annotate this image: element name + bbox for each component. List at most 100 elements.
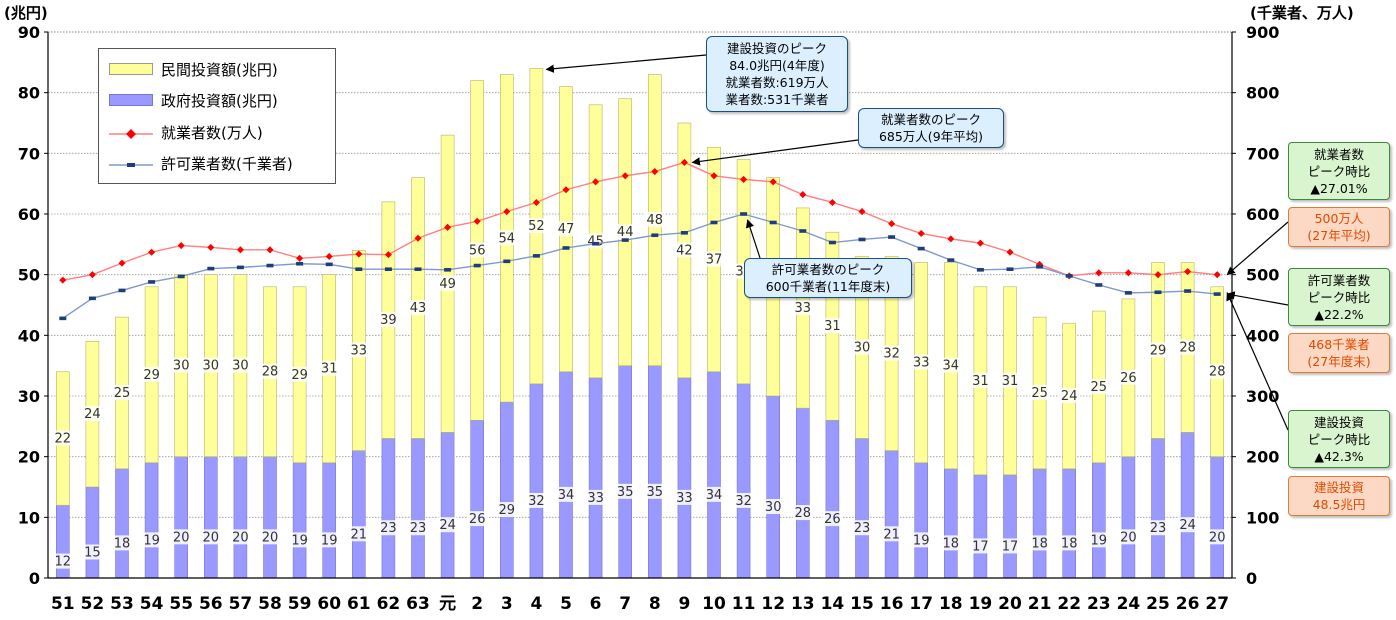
point-contractors: [592, 241, 600, 246]
point-workers: [207, 243, 215, 251]
bar-label-private: 52: [528, 219, 545, 234]
bar-label-bg: [970, 372, 991, 388]
point-contractors: [1213, 292, 1221, 296]
point-contractors: [710, 220, 718, 225]
callout-peak-contractors-line-2: 600千業者(11年度末): [765, 279, 891, 294]
point-workers: [888, 220, 896, 228]
point-workers: [1124, 269, 1132, 277]
point-workers: [414, 234, 422, 242]
bar-government: [795, 407, 810, 579]
bar-label-bg: [378, 520, 399, 536]
bar-label-private: 31: [321, 362, 338, 377]
x-tick-label: 54: [140, 594, 164, 614]
y-left-tick-label: 50: [18, 266, 40, 285]
bar-label-private: 32: [883, 347, 900, 362]
point-contractors: [444, 268, 452, 272]
bar-label-bg: [437, 275, 458, 291]
point-workers: [1213, 271, 1221, 279]
point-contractors: [680, 231, 688, 235]
bar-label-bg: [1000, 372, 1020, 388]
bar-label-bg: [112, 384, 132, 400]
bar-label-bg: [1059, 388, 1080, 403]
investment-ratio-line-3: ▲42.3%: [1314, 448, 1364, 464]
workers-value-box: 500万人 (27年平均): [1288, 207, 1390, 247]
bar-label-bg: [1000, 538, 1020, 554]
bar-label-private: 43: [410, 301, 427, 316]
bar-label-bg: [911, 532, 932, 548]
bar-label-bg: [911, 354, 932, 370]
point-contractors: [207, 266, 215, 271]
y-right-tick-label: 300: [1246, 387, 1279, 406]
bar-label-private: 28: [1209, 365, 1226, 380]
bar-government: [1003, 474, 1017, 579]
bar-label-bg: [852, 339, 872, 355]
point-contractors: [976, 268, 984, 272]
y-left-tick-label: 30: [18, 387, 40, 406]
bar-label-government: 20: [232, 530, 249, 545]
y-right-tick-label: 0: [1246, 569, 1257, 588]
bar-label-government: 17: [972, 539, 989, 554]
bar-government: [559, 371, 573, 579]
contractors-ratio-line-3: ▲22.2%: [1314, 306, 1364, 322]
bar-label-bg: [822, 318, 843, 334]
bar-label-government: 30: [765, 500, 782, 515]
point-contractors: [473, 263, 481, 268]
point-workers: [976, 239, 984, 247]
left-axis-unit: (兆円): [4, 4, 48, 22]
callout-peak-workers-line-2: 685万人(9年平均): [878, 129, 984, 144]
bar-label-government: 24: [1179, 518, 1196, 533]
bar-label-government: 18: [114, 536, 131, 551]
bar-label-government: 12: [55, 555, 72, 570]
bar-label-bg: [260, 363, 280, 379]
x-tick-label: 59: [288, 594, 312, 614]
bar-label-bg: [230, 357, 251, 373]
bar-label-bg: [112, 535, 132, 551]
workers-ratio-line-3: ▲27.01%: [1310, 180, 1368, 196]
bar-label-bg: [82, 544, 103, 560]
bar-label-private: 25: [1091, 380, 1108, 395]
point-workers: [177, 242, 185, 250]
bar-government: [115, 468, 129, 579]
point-contractors: [266, 263, 274, 268]
point-workers: [1095, 269, 1103, 277]
point-workers: [621, 172, 629, 180]
callout-peak-investment-line-3: 就業者数:619万人: [725, 75, 829, 90]
bar-label-bg: [704, 251, 724, 267]
point-workers: [740, 175, 748, 183]
legend-swatch-contractors: [109, 157, 153, 169]
bar-government: [381, 438, 396, 579]
point-contractors: [88, 296, 96, 301]
x-tick-label: 26: [1176, 594, 1200, 614]
bar-government: [1210, 456, 1224, 579]
x-tick-label: 27: [1205, 594, 1229, 614]
bar-label-bg: [881, 526, 902, 542]
x-tick-label: 23: [1087, 594, 1111, 614]
bar-label-bg: [556, 221, 576, 237]
legend-label-government: 政府投資額(兆円): [161, 91, 278, 110]
bar-government: [174, 456, 188, 579]
bar-label-government: 18: [1061, 536, 1078, 551]
x-tick-label: 63: [406, 594, 430, 614]
bar-label-private: 25: [114, 386, 131, 401]
x-tick-label: 18: [939, 594, 963, 614]
bar-label-bg: [289, 532, 310, 548]
bar-government: [825, 419, 840, 579]
arrow-peak-investment: [545, 54, 707, 73]
point-workers: [1006, 248, 1014, 256]
x-tick-label: 16: [880, 594, 904, 614]
bar-label-private: 24: [1061, 389, 1078, 404]
y-right-tick-label: 500: [1246, 266, 1279, 285]
point-contractors: [888, 235, 896, 239]
x-tick-label: 元: [439, 594, 456, 614]
bar-label-bg: [437, 517, 458, 533]
point-contractors: [651, 233, 659, 238]
point-workers: [59, 276, 67, 284]
bar-label-government: 29: [499, 503, 516, 518]
bar-label-bg: [1177, 339, 1198, 355]
y-left-tick-label: 20: [18, 448, 40, 467]
bar-label-private: 47: [558, 222, 575, 237]
point-workers: [118, 259, 126, 267]
bar-government: [588, 377, 603, 579]
point-contractors: [562, 246, 570, 250]
bar-government: [499, 401, 514, 579]
